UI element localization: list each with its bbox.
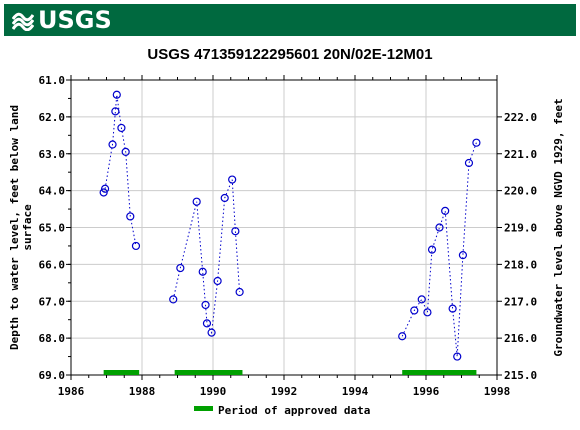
usgs-logo-icon (12, 12, 34, 31)
y-right-tick-label: 216.0 (504, 332, 537, 345)
data-point (235, 287, 244, 297)
y-left-tick-label: 63.0 (39, 148, 66, 161)
data-point (417, 295, 426, 304)
data-point (192, 197, 201, 206)
x-tick-label: 1996 (413, 385, 440, 398)
data-point (201, 300, 210, 310)
data-point (464, 158, 474, 168)
data-point (435, 223, 444, 232)
axis-ticks: 1986 1988 1990 1992 1994 1996 1998 61.0 62.0 63.0… (39, 74, 538, 398)
data-point (108, 140, 117, 149)
usgs-logo-text: USGS (38, 6, 112, 34)
series-line (103, 94, 137, 246)
data-point (202, 319, 212, 328)
data-point (169, 295, 178, 304)
data-point (117, 123, 126, 133)
y-axis-left-label-line1: Depth to water level, feet below land (8, 105, 21, 350)
data-point (111, 107, 120, 116)
data-point (131, 241, 141, 251)
approved-periods (103, 370, 477, 375)
data-point (423, 308, 432, 317)
y-right-tick-label: 218.0 (504, 258, 537, 271)
data-point (398, 332, 407, 341)
y-left-tick-label: 61.0 (39, 74, 66, 87)
data-point (441, 206, 450, 216)
y-right-tick-label: 221.0 (504, 148, 537, 161)
y-axis-left-label-line2: surface (21, 204, 34, 251)
legend: Period of approved data (194, 404, 370, 417)
data-point (213, 276, 222, 286)
approved-period-bar (103, 370, 140, 375)
y-left-tick-label: 65.0 (39, 222, 66, 235)
y-right-tick-label: 222.0 (504, 111, 537, 124)
data-point (126, 212, 135, 221)
y-left-tick-label: 66.0 (39, 258, 66, 271)
y-right-tick-label: 220.0 (504, 185, 537, 198)
legend-swatch-approved (194, 406, 213, 411)
approved-period-bar (402, 370, 477, 375)
data-point (228, 175, 237, 184)
data-point (410, 306, 419, 315)
y-left-tick-label: 62.0 (39, 111, 66, 124)
data-point (448, 304, 457, 313)
series-line (172, 179, 241, 335)
x-tick-label: 1994 (342, 385, 369, 398)
y-left-tick-label: 64.0 (39, 185, 66, 198)
x-tick-label: 1986 (58, 385, 85, 398)
data-point (220, 193, 229, 203)
data-point (121, 147, 130, 157)
x-tick-label: 1988 (129, 385, 156, 398)
data-point (458, 251, 468, 260)
x-tick-label: 1992 (271, 385, 298, 398)
approved-period-bar (174, 370, 243, 375)
data-point (207, 328, 216, 337)
legend-label-approved: Period of approved data (218, 404, 370, 417)
data-point (99, 188, 108, 197)
y-right-tick-label: 219.0 (504, 222, 537, 235)
usgs-banner: USGS (4, 4, 576, 36)
y-right-tick-label: 215.0 (504, 369, 537, 382)
data-point (231, 227, 240, 236)
x-tick-label: 1998 (484, 385, 511, 398)
data-point (427, 245, 437, 254)
series-line (401, 142, 477, 357)
x-tick-label: 1990 (200, 385, 227, 398)
data-point (112, 90, 121, 99)
y-left-tick-label: 67.0 (39, 295, 66, 308)
data-series (99, 90, 481, 361)
data-point (100, 184, 110, 193)
data-point (198, 267, 207, 276)
y-right-tick-label: 217.0 (504, 295, 537, 308)
data-point (472, 138, 481, 147)
y-left-tick-label: 69.0 (39, 369, 66, 382)
grid-lines (70, 79, 498, 376)
y-left-tick-label: 68.0 (39, 332, 66, 345)
chart-title: USGS 471359122295601 20N/02E-12M01 (147, 46, 432, 63)
data-point (176, 263, 185, 273)
data-point (453, 352, 462, 361)
y-axis-right-label: Groundwater level above NGVD 1929, feet (552, 98, 565, 356)
